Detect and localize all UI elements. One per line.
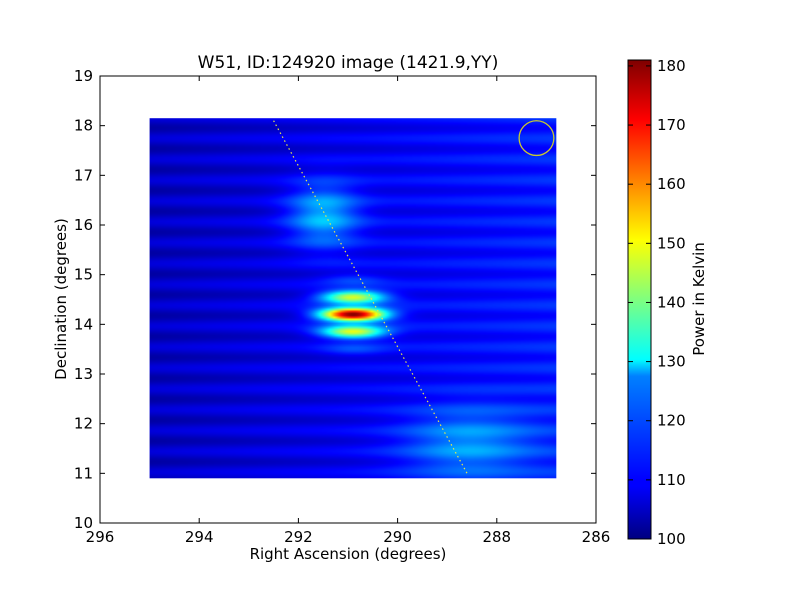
x-tick-label: 288 [482, 528, 511, 546]
x-tick-label: 286 [582, 528, 611, 546]
x-tick-label: 294 [185, 528, 214, 546]
chart-title: W51, ID:124920 image (1421.9,YY) [198, 53, 499, 73]
y-tick-label: 14 [74, 315, 93, 333]
plot-frame [99, 75, 597, 524]
colorbar-tick-label: 180 [657, 57, 686, 75]
x-tick-label: 292 [284, 528, 313, 546]
colorbar-tick-label: 160 [657, 175, 686, 193]
colorbar-tick-label: 140 [657, 293, 686, 311]
y-tick-label: 18 [74, 117, 93, 135]
y-tick-label: 12 [74, 415, 93, 433]
y-tick-label: 17 [74, 166, 93, 184]
y-tick-label: 13 [74, 365, 93, 383]
y-tick-label: 19 [74, 67, 93, 85]
colorbar-ticks: 100 110 120 130 140 150 160 170 180 [628, 57, 686, 548]
colorbar-gradient [627, 59, 652, 540]
heatmap-area [149, 118, 557, 479]
y-tick-label: 16 [74, 216, 93, 234]
colorbar-tick-label: 150 [657, 234, 686, 252]
x-axis: 296 294 292 290 288 286 [86, 76, 611, 546]
x-axis-label: Right Ascension (degrees) [250, 545, 447, 563]
colorbar-tick-label: 120 [657, 412, 686, 430]
y-axis-label: Declination (degrees) [52, 218, 70, 380]
y-tick-label: 11 [74, 464, 93, 482]
colorbar-label: Power in Kelvin [690, 242, 708, 356]
colorbar-tick-label: 130 [657, 353, 686, 371]
x-tick-label: 296 [86, 528, 115, 546]
colorbar-tick-label: 110 [657, 471, 686, 489]
x-tick-label: 290 [383, 528, 412, 546]
y-tick-label: 10 [74, 514, 93, 532]
colorbar-tick-label: 100 [657, 530, 686, 548]
y-tick-label: 15 [74, 266, 93, 284]
beam-marker [518, 120, 555, 157]
y-axis: 10 11 12 13 14 15 16 17 18 19 [74, 67, 596, 532]
heatmap-image [149, 118, 557, 479]
colorbar: 100 110 120 130 140 150 160 170 180 Power in Kel… [627, 57, 708, 548]
colorbar-tick-label: 170 [657, 116, 686, 134]
